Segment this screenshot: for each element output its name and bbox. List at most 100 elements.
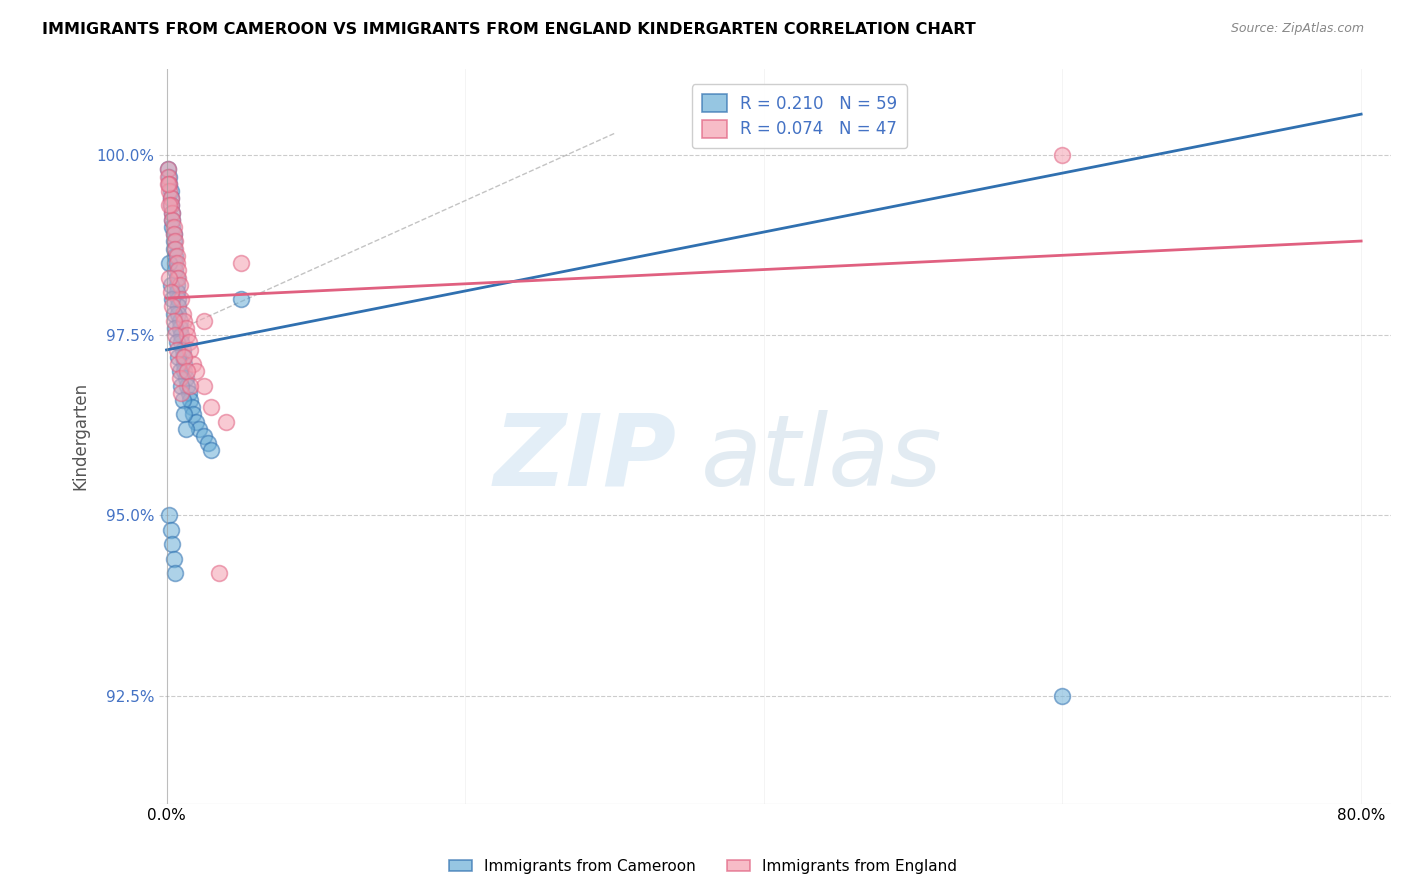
Point: [169, 277, 191, 292]
Text: ZIP: ZIP: [494, 409, 676, 507]
Point: [180, 401, 202, 415]
Point: [166, 270, 188, 285]
Point: [170, 385, 193, 400]
Point: [173, 408, 195, 422]
Point: [162, 292, 184, 306]
Text: IMMIGRANTS FROM CAMEROON VS IMMIGRANTS FROM ENGLAND KINDERGARTEN CORRELATION CHA: IMMIGRANTS FROM CAMEROON VS IMMIGRANTS F…: [42, 22, 976, 37]
Point: [170, 335, 193, 350]
Point: [200, 401, 222, 415]
Legend: R = 0.210   N = 59, R = 0.074   N = 47: R = 0.210 N = 59, R = 0.074 N = 47: [692, 84, 907, 148]
Point: [176, 378, 198, 392]
Text: Source: ZipAtlas.com: Source: ZipAtlas.com: [1230, 22, 1364, 36]
Point: [176, 328, 198, 343]
Point: [159, 270, 181, 285]
Point: [165, 242, 187, 256]
Point: [177, 385, 200, 400]
Point: [160, 277, 183, 292]
Point: [215, 415, 238, 429]
Point: [160, 191, 183, 205]
Point: [186, 415, 208, 429]
Point: [166, 256, 188, 270]
Point: [200, 443, 222, 458]
Point: [169, 321, 191, 335]
Point: [172, 392, 194, 407]
Point: [193, 378, 215, 392]
Point: [169, 364, 191, 378]
Point: [172, 307, 194, 321]
Point: [163, 227, 186, 242]
Point: [166, 343, 188, 357]
Point: [169, 314, 191, 328]
Point: [174, 422, 197, 436]
Point: [179, 343, 201, 357]
Point: [173, 314, 195, 328]
Point: [159, 184, 181, 198]
Point: [183, 408, 205, 422]
Point: [163, 235, 186, 249]
Point: [163, 314, 186, 328]
Point: [167, 350, 190, 364]
Point: [176, 364, 198, 378]
Point: [159, 508, 181, 523]
Point: [160, 198, 183, 212]
Point: [174, 321, 197, 335]
Point: [165, 321, 187, 335]
Point: [165, 263, 187, 277]
Point: [183, 357, 205, 371]
Point: [160, 523, 183, 537]
Point: [167, 270, 190, 285]
Point: [173, 350, 195, 364]
Point: [197, 436, 219, 450]
Point: [167, 292, 190, 306]
Point: [165, 328, 187, 343]
Point: [1052, 148, 1074, 162]
Point: [162, 205, 184, 219]
Point: [159, 256, 181, 270]
Point: [174, 371, 197, 385]
Point: [165, 256, 187, 270]
Point: [208, 566, 231, 580]
Point: [156, 162, 179, 177]
Point: [231, 292, 253, 306]
Point: [160, 184, 183, 198]
Point: [160, 198, 183, 212]
Point: [193, 429, 215, 443]
Point: [162, 537, 184, 551]
Point: [166, 335, 188, 350]
Point: [170, 292, 193, 306]
Point: [179, 392, 201, 407]
Point: [166, 249, 188, 263]
Point: [172, 350, 194, 364]
Point: [160, 285, 183, 299]
Point: [167, 307, 190, 321]
Point: [173, 364, 195, 378]
Point: [167, 357, 190, 371]
Text: atlas: atlas: [702, 409, 943, 507]
Point: [172, 343, 194, 357]
Point: [188, 422, 211, 436]
Point: [162, 220, 184, 235]
Point: [163, 242, 186, 256]
Point: [162, 212, 184, 227]
Point: [1052, 689, 1074, 703]
Point: [156, 177, 179, 191]
Point: [186, 364, 208, 378]
Point: [159, 177, 181, 191]
Point: [163, 220, 186, 235]
Point: [173, 357, 195, 371]
Point: [159, 198, 181, 212]
Point: [162, 212, 184, 227]
Point: [177, 335, 200, 350]
Point: [159, 177, 181, 191]
Point: [193, 314, 215, 328]
Point: [156, 169, 179, 184]
Point: [163, 551, 186, 566]
Point: [156, 162, 179, 177]
Point: [170, 378, 193, 392]
Y-axis label: Kindergarten: Kindergarten: [72, 382, 89, 490]
Point: [231, 256, 253, 270]
Point: [179, 378, 201, 392]
Point: [169, 371, 191, 385]
Point: [165, 249, 187, 263]
Point: [163, 227, 186, 242]
